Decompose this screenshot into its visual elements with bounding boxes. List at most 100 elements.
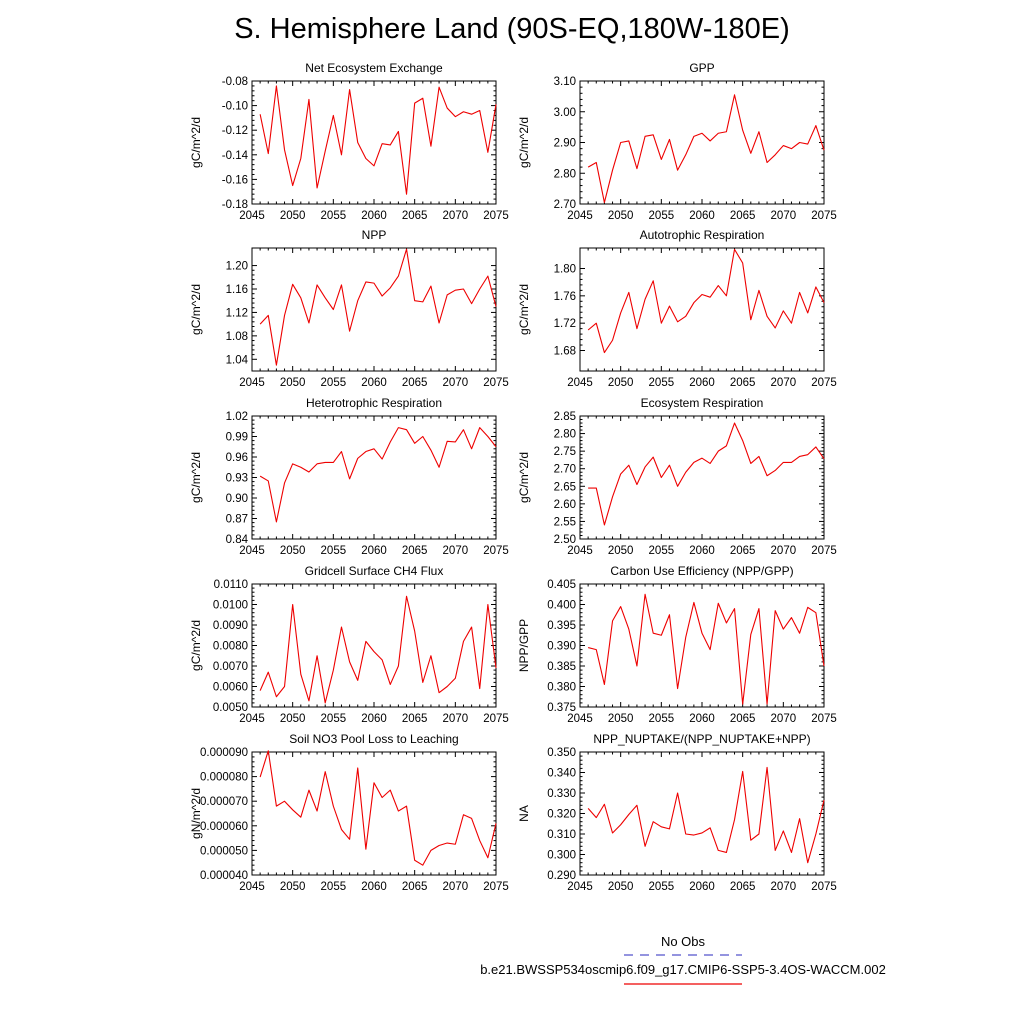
y-tick-label: 0.310 <box>547 829 576 841</box>
x-tick-label: 2070 <box>771 377 797 389</box>
y-tick-label: 0.375 <box>547 702 576 714</box>
x-tick-label: 2050 <box>608 713 634 725</box>
chart-panel-7: Gridcell Surface CH4 Flux gC/m^2/d 2045 205… <box>189 564 509 725</box>
y-tick-label: 0.000050 <box>200 845 248 857</box>
chart-title: Gridcell Surface CH4 Flux <box>305 564 444 578</box>
x-tick-label: 2045 <box>239 377 265 389</box>
x-tick-label: 2075 <box>483 881 509 893</box>
y-tick-label: 2.80 <box>554 429 576 441</box>
panels-group: Net Ecosystem Exchange gC/m^2/d 2045 2050 20… <box>189 61 837 893</box>
chart-panel-5: Heterotrophic Respiration gC/m^2/d 2045 205… <box>189 396 509 557</box>
x-tick-label: 2045 <box>567 545 593 557</box>
x-tick-label: 2050 <box>280 377 306 389</box>
x-tick-label: 2070 <box>443 545 469 557</box>
y-tick-label: 0.0070 <box>213 661 248 673</box>
x-tick-label: 2050 <box>280 545 306 557</box>
y-tick-label: 0.340 <box>547 768 576 780</box>
x-tick-label: 2055 <box>649 210 675 222</box>
x-tick-label: 2070 <box>771 713 797 725</box>
y-tick-label: -0.16 <box>222 174 248 186</box>
y-axis-label: gC/m^2/d <box>189 452 203 503</box>
y-tick-label: 0.320 <box>547 809 576 821</box>
x-tick-label: 2060 <box>689 545 715 557</box>
y-tick-label: 3.00 <box>554 107 576 119</box>
x-tick-label: 2045 <box>567 377 593 389</box>
x-tick-label: 2065 <box>402 210 428 222</box>
x-tick-label: 2050 <box>608 210 634 222</box>
chart-title: NPP_NUPTAKE/(NPP_NUPTAKE+NPP) <box>593 732 810 746</box>
x-tick-label: 2060 <box>361 210 387 222</box>
y-axis-label: gC/m^2/d <box>517 452 531 503</box>
x-tick-label: 2045 <box>239 545 265 557</box>
x-tick-label: 2050 <box>280 713 306 725</box>
chart-title: Heterotrophic Respiration <box>306 396 442 410</box>
y-tick-label: 2.75 <box>554 446 576 458</box>
x-tick-label: 2065 <box>730 881 756 893</box>
y-tick-label: 2.90 <box>554 138 576 150</box>
x-tick-label: 2065 <box>730 713 756 725</box>
y-tick-label: 0.290 <box>547 870 576 882</box>
chart-title: Net Ecosystem Exchange <box>305 61 443 75</box>
y-tick-label: 0.000080 <box>200 772 248 784</box>
x-tick-label: 2075 <box>483 713 509 725</box>
chart-panel-2: GPP gC/m^2/d 2045 2050 2055 2060 2065 2070 2075 2… <box>517 61 837 222</box>
y-tick-label: 1.20 <box>226 261 248 273</box>
x-tick-label: 2065 <box>730 377 756 389</box>
x-tick-label: 2060 <box>689 377 715 389</box>
y-tick-label: 2.55 <box>554 516 576 528</box>
y-tick-label: 0.0080 <box>213 641 248 653</box>
x-tick-label: 2060 <box>689 210 715 222</box>
y-axis-label: gC/m^2/d <box>517 117 531 168</box>
y-tick-label: -0.10 <box>222 101 248 113</box>
x-tick-label: 2075 <box>811 881 837 893</box>
series-line <box>587 248 825 354</box>
y-tick-label: -0.12 <box>222 125 248 137</box>
y-tick-label: 0.99 <box>226 432 248 444</box>
y-tick-label: 0.96 <box>226 452 248 464</box>
chart-panel-3: NPP gC/m^2/d 2045 2050 2055 2060 2065 2070 2075 1… <box>189 228 509 389</box>
y-tick-label: 0.90 <box>226 493 248 505</box>
y-tick-label: -0.18 <box>222 199 248 211</box>
chart-panel-10: NPP_NUPTAKE/(NPP_NUPTAKE+NPP) NA 2045 2050 2… <box>517 732 837 893</box>
x-tick-label: 2075 <box>811 377 837 389</box>
y-tick-label: 0.395 <box>547 620 576 632</box>
series-line <box>259 427 497 523</box>
y-tick-label: 1.02 <box>226 411 248 423</box>
y-tick-label: 0.000040 <box>200 870 248 882</box>
legend-model-label: b.e21.BWSSP534oscmip6.f09_g17.CMIP6-SSP5… <box>480 962 886 977</box>
x-tick-label: 2060 <box>361 377 387 389</box>
y-tick-label: -0.14 <box>222 150 249 162</box>
y-tick-label: 0.000060 <box>200 821 248 833</box>
chart-panel-8: Carbon Use Efficiency (NPP/GPP) NPP/GPP 20… <box>517 564 837 725</box>
x-tick-label: 2045 <box>239 210 265 222</box>
plot-frame <box>251 751 497 876</box>
x-tick-label: 2045 <box>239 713 265 725</box>
y-tick-label: 1.04 <box>226 354 249 366</box>
x-tick-label: 2060 <box>689 881 715 893</box>
y-tick-label: 0.000090 <box>200 747 248 759</box>
x-tick-label: 2075 <box>483 545 509 557</box>
x-tick-label: 2055 <box>649 713 675 725</box>
y-tick-label: 2.80 <box>554 168 576 180</box>
y-tick-label: 0.0100 <box>213 600 248 612</box>
x-tick-label: 2075 <box>811 545 837 557</box>
x-tick-label: 2060 <box>361 881 387 893</box>
series-line <box>259 85 497 195</box>
y-tick-label: 0.380 <box>547 682 576 694</box>
series-line <box>588 422 825 526</box>
y-tick-label: 0.385 <box>547 661 576 673</box>
x-tick-label: 2045 <box>567 713 593 725</box>
plot-frame <box>579 415 825 540</box>
x-tick-label: 2070 <box>443 881 469 893</box>
chart-panel-1: Net Ecosystem Exchange gC/m^2/d 2045 2050 20… <box>189 61 509 222</box>
y-tick-label: 1.08 <box>226 331 248 343</box>
chart-panel-9: Soil NO3 Pool Loss to Leaching gN/m^2/d 20… <box>189 732 509 893</box>
x-tick-label: 2050 <box>608 881 634 893</box>
x-tick-label: 2050 <box>280 210 306 222</box>
x-tick-label: 2055 <box>649 881 675 893</box>
plot-frame <box>579 80 825 205</box>
plot-frame <box>251 247 497 372</box>
y-tick-label: 0.84 <box>226 534 249 546</box>
x-tick-label: 2055 <box>649 377 675 389</box>
